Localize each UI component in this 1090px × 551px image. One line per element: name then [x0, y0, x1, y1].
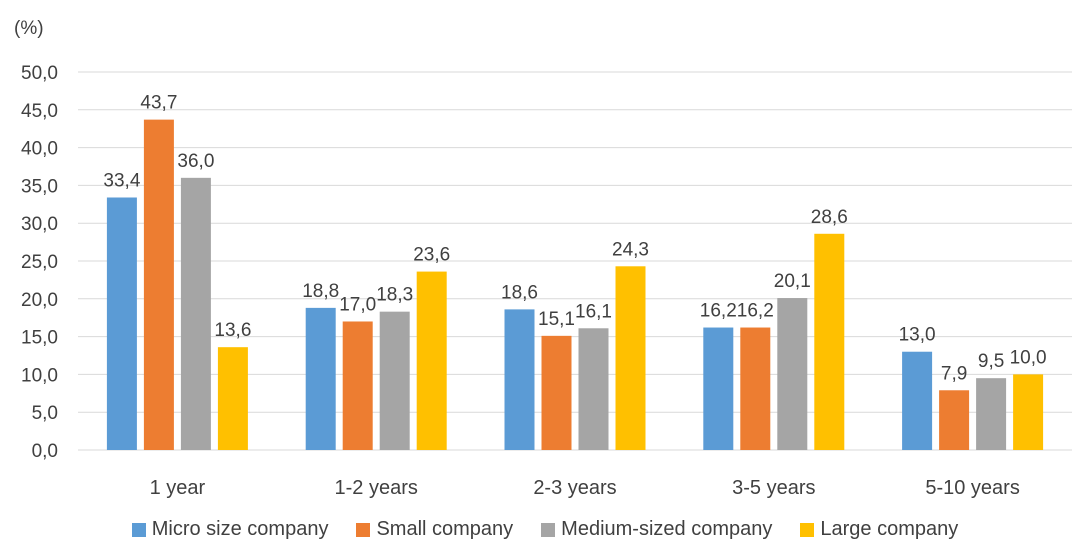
x-tick-label: 1-2 years	[335, 477, 418, 499]
x-tick-label: 2-3 years	[533, 477, 616, 499]
y-tick-label: 5,0	[32, 403, 58, 424]
data-label: 7,9	[941, 363, 967, 384]
y-tick-label: 10,0	[21, 365, 58, 386]
legend-item: Micro size company	[131, 518, 329, 541]
data-label: 16,2	[737, 301, 774, 322]
data-label: 33,4	[103, 170, 140, 191]
legend-item: Small company	[356, 518, 513, 541]
legend-item: Large company	[800, 518, 958, 541]
legend-swatch	[356, 522, 371, 537]
legend-item: Medium-sized company	[541, 518, 772, 541]
data-label: 16,1	[575, 301, 612, 322]
data-label: 18,6	[501, 282, 538, 303]
bar	[342, 321, 373, 450]
y-tick-label: 0,0	[32, 441, 58, 462]
y-tick-label: 15,0	[21, 328, 58, 349]
data-label: 16,2	[700, 301, 737, 322]
bar	[106, 197, 137, 450]
bar	[615, 266, 646, 450]
data-label: 28,6	[811, 207, 848, 228]
y-tick-label: 50,0	[21, 63, 58, 84]
bar	[379, 311, 410, 450]
data-label: 24,3	[612, 239, 649, 260]
legend-swatch	[131, 522, 146, 537]
legend-label: Small company	[376, 518, 514, 540]
data-label: 43,7	[140, 93, 177, 114]
legend-swatch	[541, 522, 556, 537]
y-tick-label: 25,0	[21, 252, 58, 273]
data-label: 13,6	[214, 320, 251, 341]
data-label: 17,0	[339, 294, 376, 315]
x-tick-label: 1 year	[150, 477, 206, 499]
bar	[504, 309, 535, 450]
y-tick-label: 30,0	[21, 214, 58, 235]
bar	[180, 177, 211, 450]
bar	[777, 298, 808, 450]
legend-swatch	[800, 522, 815, 537]
bar	[939, 390, 970, 450]
bar	[541, 335, 572, 450]
data-label: 13,0	[899, 325, 936, 346]
data-label: 18,3	[376, 285, 413, 306]
bar	[143, 119, 174, 451]
bar	[305, 307, 336, 450]
bar	[703, 327, 734, 450]
bar	[814, 233, 845, 450]
bar	[902, 351, 933, 450]
data-label: 20,1	[774, 271, 811, 292]
legend-label: Medium-sized company	[561, 518, 773, 540]
y-tick-label: 20,0	[21, 290, 58, 311]
data-label: 18,8	[302, 281, 339, 302]
y-tick-label: 40,0	[21, 139, 58, 160]
bar	[740, 327, 771, 450]
legend-label: Large company	[820, 518, 959, 540]
bar	[976, 378, 1007, 450]
bar	[578, 328, 609, 450]
y-axis-unit-label: (%)	[14, 18, 44, 39]
bar	[1013, 374, 1044, 450]
data-label: 36,0	[177, 151, 214, 172]
data-label: 9,5	[978, 351, 1004, 372]
bar	[217, 347, 248, 450]
x-tick-label: 5-10 years	[925, 477, 1020, 499]
data-label: 23,6	[413, 245, 450, 266]
y-tick-label: 35,0	[21, 176, 58, 197]
bar	[416, 271, 447, 450]
legend-label: Micro size company	[151, 518, 329, 540]
chart-legend: Micro size company Small company Medium-si…	[0, 518, 1090, 541]
data-label: 15,1	[538, 309, 575, 330]
x-tick-label: 3-5 years	[732, 477, 815, 499]
y-tick-label: 45,0	[21, 101, 58, 122]
data-label: 10,0	[1010, 347, 1047, 368]
